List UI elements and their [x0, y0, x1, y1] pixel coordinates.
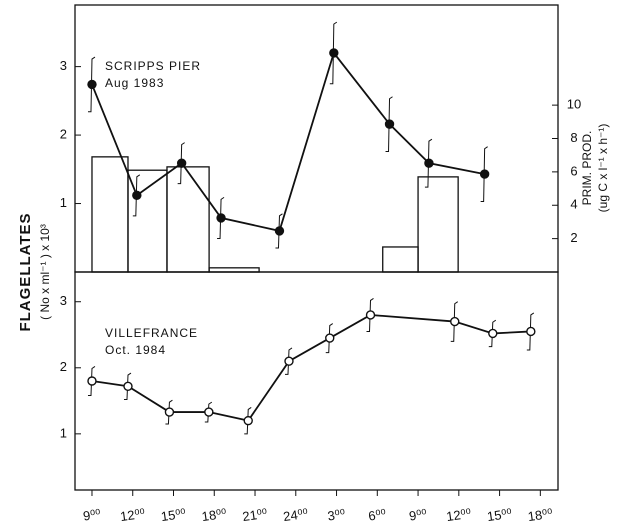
panel-annotation: VILLEFRANCE — [105, 326, 198, 340]
data-point — [123, 381, 133, 391]
y2-tick-label: 10 — [567, 97, 581, 112]
y-tick-label: 1 — [60, 195, 67, 210]
y-tick-label: 1 — [60, 425, 67, 440]
y2-axis-label: PRIM. PROD. — [580, 131, 594, 206]
data-point — [284, 356, 294, 366]
x-tick-label: 12⁰⁰ — [445, 506, 472, 524]
data-point — [424, 158, 434, 168]
bar — [127, 169, 168, 273]
data-point — [204, 407, 214, 417]
x-tick-label: 9⁰⁰ — [82, 506, 102, 523]
x-tick-label: 15⁰⁰ — [486, 506, 513, 524]
y2-tick-label: 4 — [570, 197, 577, 212]
panel-annotation: Aug 1983 — [105, 76, 164, 90]
x-tick-label: 21⁰⁰ — [242, 506, 269, 524]
data-point — [243, 415, 253, 426]
y-tick-label: 3 — [60, 58, 67, 73]
data-point — [365, 310, 376, 320]
y-tick-label: 3 — [60, 293, 67, 308]
bar — [382, 246, 419, 273]
y2-tick-label: 8 — [570, 130, 577, 145]
data-point — [329, 48, 339, 58]
y-tick-label: 2 — [60, 127, 67, 142]
data-point — [325, 333, 335, 343]
x-tick-label: 15⁰⁰ — [160, 506, 187, 524]
y-axis-label: ( No x ml⁻¹ ) x 10³ — [38, 224, 52, 320]
x-tick-label: 3⁰⁰ — [327, 506, 347, 523]
data-point — [164, 407, 175, 417]
bar — [166, 166, 210, 273]
data-point — [479, 169, 490, 179]
x-tick-label: 18⁰⁰ — [527, 506, 554, 524]
y2-axis-label: (ug C x l⁻¹ x h⁻¹) — [596, 124, 610, 213]
x-tick-label: 24⁰⁰ — [282, 506, 309, 524]
data-point — [87, 79, 97, 90]
y2-tick-label: 6 — [570, 163, 577, 178]
bar — [417, 176, 459, 273]
data-point — [216, 213, 226, 223]
x-tick-label: 6⁰⁰ — [367, 506, 387, 523]
panel-frame — [74, 271, 559, 491]
data-point — [176, 158, 187, 168]
panel-frame — [74, 4, 559, 273]
x-tick-label: 18⁰⁰ — [201, 506, 228, 524]
data-point — [526, 326, 536, 337]
x-tick-label: 12⁰⁰ — [119, 506, 146, 524]
panel-annotation: Oct. 1984 — [105, 343, 166, 357]
data-point — [132, 190, 142, 201]
data-point — [488, 328, 498, 339]
y2-tick-label: 2 — [570, 230, 577, 245]
panel-annotation: SCRIPPS PIER — [105, 59, 201, 73]
data-point — [450, 316, 460, 327]
bar — [91, 156, 129, 273]
y-tick-label: 2 — [60, 359, 67, 374]
y-axis-label: FLAGELLATES — [17, 212, 34, 331]
data-point — [384, 119, 395, 129]
x-tick-label: 9⁰⁰ — [408, 506, 428, 523]
data-point — [274, 226, 285, 236]
data-point — [87, 376, 97, 386]
